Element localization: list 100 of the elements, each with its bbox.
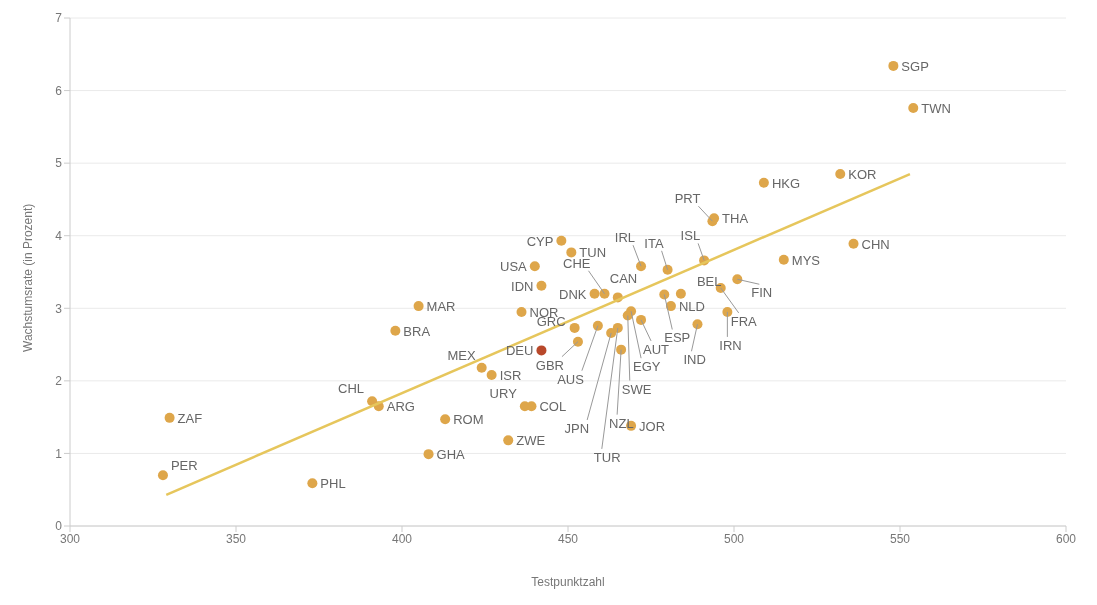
annotation: IRN [719,337,742,353]
point [157,470,168,481]
point [572,336,583,347]
y-tick-label: 5 [55,156,63,171]
annotation: USA [500,259,528,275]
annotation: ZWE [516,433,546,449]
point [659,289,670,300]
x-tick-label: 500 [723,531,745,546]
x-tick-label: 300 [59,531,81,546]
annotation: ISL [680,228,701,244]
annotation: CHN [861,236,890,252]
y-axis-title: Wachstumsrate (in Prozent) [21,203,36,352]
annotation: ITA [644,235,664,251]
point [164,412,175,423]
annotation: GHA [436,447,466,463]
point [536,280,547,291]
annotation: NZL [609,415,634,431]
annotation: IND [683,352,706,368]
annotation: COL [539,399,567,415]
point [486,370,497,381]
annotation: IRL [614,230,636,246]
x-tick-label: 550 [889,531,911,546]
y-tick-label: 1 [55,446,63,461]
point [423,449,434,460]
point [599,288,610,299]
point [626,306,637,317]
y-tick-label: 4 [55,228,63,243]
annotation: URY [489,386,518,402]
annotation: ROM [453,412,484,428]
point [778,254,789,265]
point [592,320,603,331]
point [503,435,514,446]
point [758,177,769,188]
point [665,301,676,312]
x-tick-label: 400 [391,531,413,546]
point [536,345,547,356]
annotation: FRA [730,313,758,329]
point [413,301,424,312]
point [636,261,647,272]
annotation: TWN [921,100,951,116]
point [569,322,580,333]
annotation: BRA [403,323,431,339]
annotation: CHL [338,381,365,397]
y-tick-label: 7 [55,11,63,26]
annotation: SGP [901,58,929,74]
annotation: SWE [621,381,652,397]
annotation: IDN [511,278,534,294]
annotation: FIN [751,285,773,301]
point [908,102,919,113]
y-tick-label: 0 [55,519,63,534]
annotation: ARG [386,399,415,415]
annotation: CYP [526,233,554,249]
annotation: HKG [771,175,801,191]
annotation: TUR [593,449,621,465]
annotation: ZAF [177,410,203,426]
annotation: GBR [535,357,564,373]
annotation: BEL [696,273,722,289]
point [835,169,846,180]
x-axis-title: Testpunktzahl [531,575,605,589]
annotation: JOR [639,418,666,434]
annotation: NLD [678,299,705,315]
annotation: DEU [505,343,534,359]
point [612,322,623,333]
point [390,325,401,336]
y-tick-label: 6 [55,83,63,98]
annotation: THA [722,211,749,227]
x-tick-label: 350 [225,531,247,546]
point [529,261,540,272]
x-tick-label: 450 [557,531,579,546]
point [566,247,577,258]
annotation: MAR [426,299,456,315]
point [732,274,743,285]
point [476,362,487,373]
point [307,478,318,489]
annotation: PRT [674,191,701,207]
annotation: KOR [848,167,877,183]
annotation: MEX [447,347,477,363]
point [589,288,600,299]
annotation: PER [170,458,198,474]
point [692,319,703,330]
annotation: JPN [564,420,590,436]
point [848,238,859,249]
annotation: MYS [791,252,821,268]
point [556,235,567,246]
y-tick-label: 2 [55,374,63,389]
point [440,414,451,425]
point [722,306,733,317]
point [516,306,527,317]
x-tick-label: 600 [1055,531,1077,546]
annotation: EGY [633,359,661,375]
annotation: CAN [609,271,638,287]
point [662,264,673,275]
annotation: AUS [557,371,585,387]
point [636,314,647,325]
y-tick-label: 3 [55,301,63,316]
annotation: PHL [320,476,346,492]
annotation: ISR [499,368,522,384]
point [675,288,686,299]
point [888,60,899,71]
annotation: DNK [559,286,587,302]
